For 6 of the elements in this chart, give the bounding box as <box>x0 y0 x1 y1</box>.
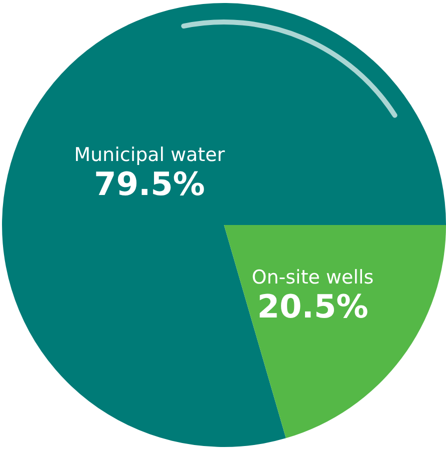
slice-label: On-site wells <box>252 266 374 289</box>
pie-slice <box>2 3 446 447</box>
data-label: 79.5% <box>94 165 205 204</box>
slice-label: Municipal water <box>74 144 225 166</box>
data-label: 20.5% <box>257 288 368 326</box>
pie-slice <box>224 225 446 438</box>
